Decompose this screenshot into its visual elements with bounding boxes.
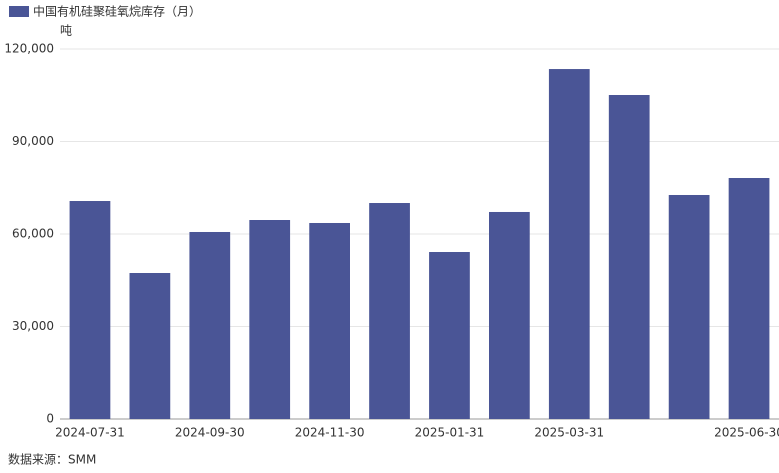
- x-tick-label: 2025-01-31: [415, 426, 485, 440]
- source-note: 数据来源：SMM: [8, 452, 96, 467]
- x-tick-label: 2025-03-31: [534, 426, 604, 440]
- bar: [429, 252, 470, 419]
- x-tick-label: 2025-06-30: [714, 426, 779, 440]
- y-tick-label: 60,000: [12, 227, 54, 241]
- legend-swatch: [9, 6, 29, 17]
- bar: [608, 95, 650, 420]
- bar: [249, 220, 291, 419]
- bar: [129, 273, 171, 419]
- y-tick-label: 90,000: [12, 134, 54, 148]
- x-tick-label: 2024-07-31: [55, 426, 125, 440]
- y-tick-label: 120,000: [4, 42, 54, 56]
- bar: [489, 211, 530, 419]
- bar: [728, 178, 770, 419]
- x-tick-label: 2024-11-30: [295, 426, 365, 440]
- bar: [309, 222, 350, 419]
- bar: [548, 69, 590, 420]
- legend-label: 中国有机硅聚硅氧烷库存（月）: [33, 4, 201, 19]
- bar: [189, 231, 231, 419]
- bar: [369, 203, 410, 419]
- x-tick-label: 2024-09-30: [175, 426, 245, 440]
- bar: [69, 201, 111, 419]
- bar: [668, 194, 710, 419]
- unit-label: 吨: [60, 24, 72, 38]
- y-tick-label: 30,000: [12, 319, 54, 333]
- y-tick-label: 0: [46, 412, 54, 426]
